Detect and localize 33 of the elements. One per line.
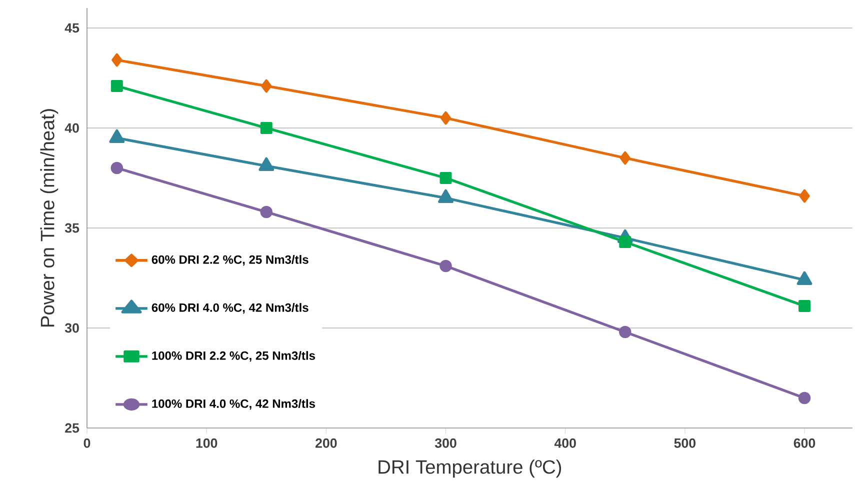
x-tick-label: 400 (554, 438, 576, 448)
x-tick-label: 100 (196, 438, 218, 448)
legend-label: 60% DRI 2.2 %C, 25 Nm3/tls (152, 255, 308, 266)
point (798, 300, 811, 312)
x-tick-label: 200 (316, 438, 337, 448)
x-axis-title: DRI Temperature (ºC) (378, 460, 562, 478)
point (620, 151, 630, 165)
point (112, 53, 122, 67)
x-tick-label: 0 (84, 438, 90, 448)
point (618, 326, 632, 338)
y-tick-label: 40 (64, 123, 79, 133)
legend-label: 100% DRI 4.0 %C, 42 Nm3/tls (152, 399, 315, 410)
y-axis-title: Power on Time (min/heat) (40, 109, 58, 327)
point (440, 172, 452, 184)
point (110, 80, 123, 92)
point (110, 162, 124, 174)
y-tick-label: 25 (65, 423, 80, 433)
point (261, 79, 272, 93)
point (260, 206, 273, 218)
point (619, 236, 632, 248)
legend-label: 100% DRI 2.2 %C, 25 Nm3/tls (152, 351, 315, 362)
point (440, 111, 452, 125)
x-tick-label: 500 (674, 438, 696, 448)
x-tick-label: 300 (434, 438, 456, 448)
point (799, 189, 810, 203)
y-tick-label: 30 (64, 323, 79, 333)
point (440, 260, 452, 272)
legend-label: 60% DRI 4.0 %C, 42 Nm3/tls (152, 303, 308, 314)
y-tick-label: 35 (64, 223, 80, 233)
y-tick-label: 45 (64, 23, 80, 33)
point (260, 122, 272, 134)
point (798, 392, 811, 404)
x-tick-label: 600 (794, 438, 816, 448)
